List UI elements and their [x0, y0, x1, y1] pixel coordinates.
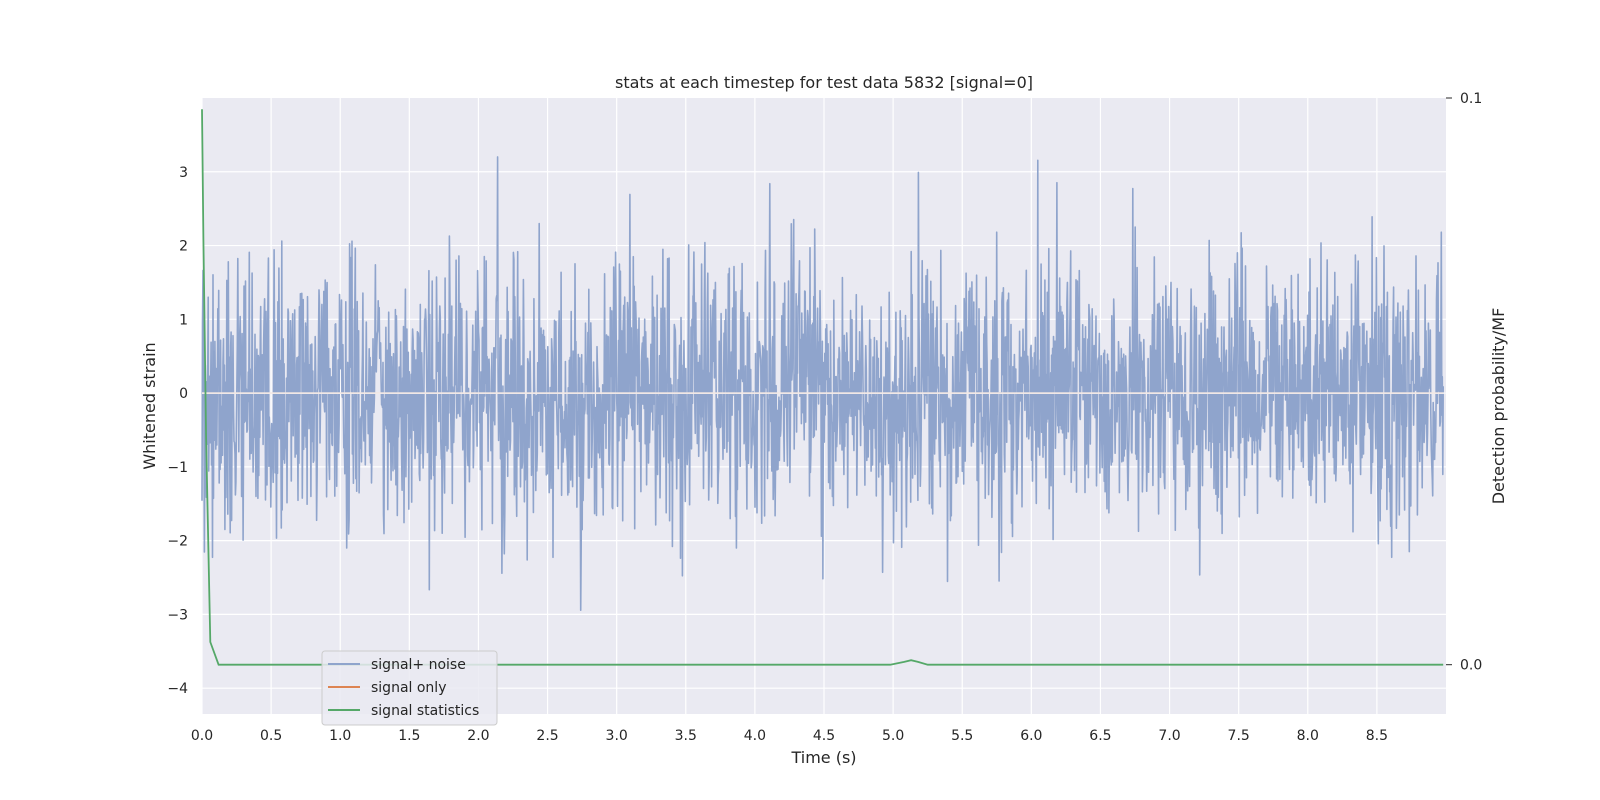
legend-label-signal-statistics: signal statistics: [371, 703, 479, 719]
x-tick-label: 1.5: [398, 728, 420, 744]
x-tick-label: 4.0: [744, 728, 766, 744]
y-tick-label: 1: [179, 312, 188, 328]
x-tick-label: 3.5: [675, 728, 697, 744]
x-tick-label: 6.5: [1089, 728, 1111, 744]
x-tick-label: 6.0: [1020, 728, 1042, 744]
x-axis: 0.0 0.5 1.0 1.5 2.0 2.5 3.0 3.5 4.0 4.5 5.0 5.5 6.0 6…: [191, 728, 1388, 744]
y-tick-label: −4: [167, 681, 188, 697]
y-axis-label: Whitened strain: [140, 342, 159, 469]
legend-label-signal-only: signal only: [371, 680, 446, 696]
y-tick-label: 2: [179, 239, 188, 255]
x-tick-label: 7.5: [1228, 728, 1250, 744]
x-tick-label: 4.5: [813, 728, 835, 744]
y2-axis-label: Detection probability/MF: [1489, 308, 1508, 505]
legend: signal+ noise signal only signal statist…: [321, 650, 498, 726]
x-tick-label: 0.0: [191, 728, 213, 744]
x-tick-label: 5.0: [882, 728, 904, 744]
legend-label-signal-noise: signal+ noise: [371, 657, 466, 673]
x-tick-label: 8.5: [1366, 728, 1388, 744]
x-tick-label: 2.5: [536, 728, 558, 744]
x-tick-label: 3.0: [606, 728, 628, 744]
x-tick-label: 7.0: [1158, 728, 1180, 744]
x-tick-label: 2.0: [467, 728, 489, 744]
x-axis-label: Time (s): [790, 748, 856, 767]
y-tick-label: 3: [179, 165, 188, 181]
y2-tick-label: 0.1: [1460, 91, 1482, 107]
y-tick-label: 0: [179, 386, 188, 402]
y-tick-label: −3: [167, 607, 188, 623]
x-tick-label: 1.0: [329, 728, 351, 744]
series-layer: [201, 109, 1446, 666]
y-tick-label: −1: [167, 460, 188, 476]
series-signal-noise: [201, 156, 1444, 611]
y2-tick-label: 0.0: [1460, 658, 1482, 674]
x-tick-label: 8.0: [1297, 728, 1319, 744]
y-tick-label: −2: [167, 534, 188, 550]
y-axis: 3 2 1 0 −1 −2 −3 −4: [167, 165, 188, 697]
legend-frame: [321, 650, 498, 726]
chart-title: stats at each timestep for test data 583…: [615, 73, 1033, 92]
y2-axis: 0.1 0.0: [1446, 91, 1482, 674]
series-signal-statistics: [201, 109, 1444, 666]
x-tick-label: 0.5: [260, 728, 282, 744]
x-tick-label: 5.5: [951, 728, 973, 744]
